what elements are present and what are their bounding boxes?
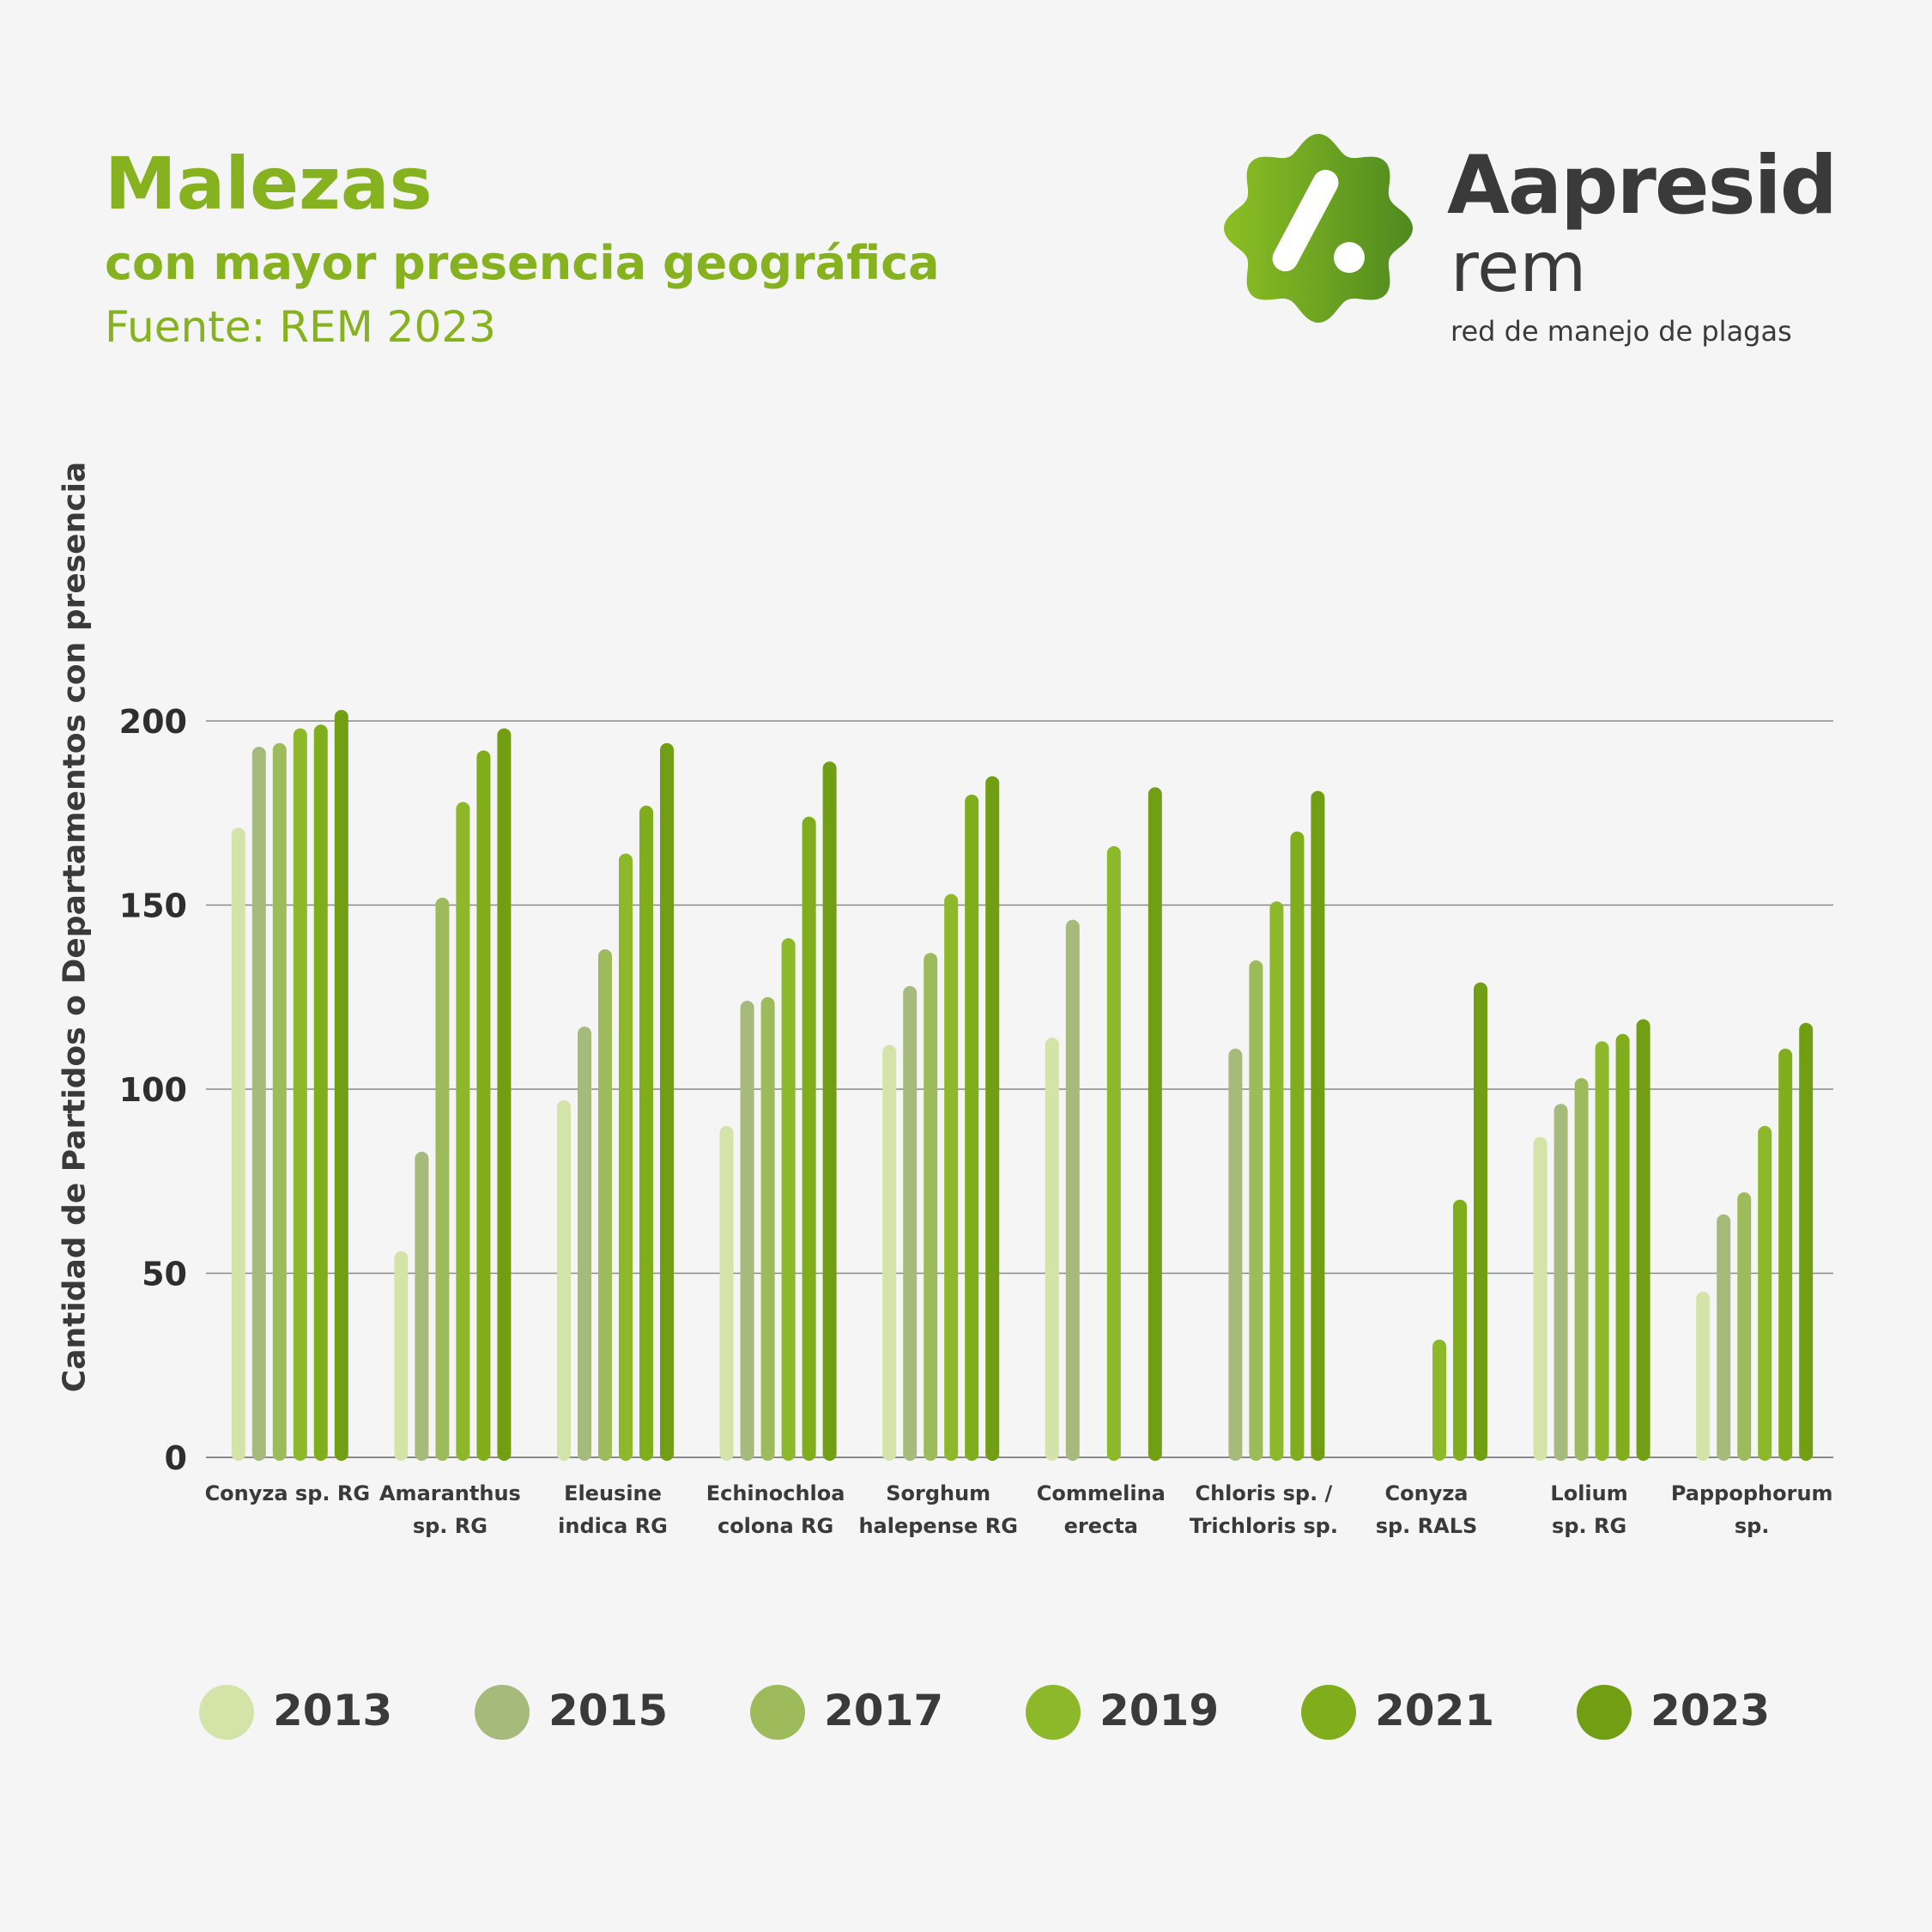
bar-2017-1 — [435, 897, 450, 1461]
chart-legend: 2013 2015 2017 2019 2021 2023 — [0, 1682, 1932, 1742]
y-tick-label: 50 — [142, 1256, 187, 1293]
bar-2013-4 — [882, 1045, 897, 1461]
legend-swatch — [1577, 1685, 1632, 1740]
bar-2015-1 — [415, 1151, 429, 1461]
bar-2013-9 — [1696, 1291, 1711, 1461]
bar-2023-3 — [822, 761, 837, 1461]
bar-2015-9 — [1717, 1214, 1731, 1461]
bar-2021-0 — [313, 724, 328, 1461]
bar-2023-5 — [1148, 787, 1162, 1461]
legend-swatch — [1026, 1685, 1081, 1740]
x-tick-label: Sorghum — [886, 1481, 990, 1505]
bar-2015-5 — [1065, 919, 1080, 1461]
x-tick-label: erecta — [1064, 1514, 1138, 1538]
x-tick-label: Commelina — [1037, 1481, 1166, 1505]
bar-2023-2 — [660, 742, 674, 1461]
bar-2021-2 — [639, 805, 653, 1461]
aapresid-logo-icon — [1224, 134, 1413, 323]
bar-2021-8 — [1615, 1033, 1630, 1461]
x-tick-label: sp. RG — [413, 1514, 488, 1538]
bar-2021-6 — [1290, 831, 1305, 1461]
x-tick-label: Conyza sp. RG — [205, 1481, 370, 1505]
legend-label: 2021 — [1375, 1686, 1495, 1735]
bar-2013-8 — [1533, 1136, 1547, 1461]
bar-2015-4 — [903, 985, 918, 1461]
chart-subtitle: con mayor presencia geográfica — [105, 236, 940, 290]
bar-2019-4 — [944, 893, 959, 1461]
bar-2013-2 — [557, 1099, 571, 1461]
bar-2019-9 — [1758, 1125, 1772, 1461]
x-tick-label: sp. RALS — [1376, 1514, 1478, 1538]
chart-source: Fuente: REM 2023 — [105, 302, 496, 352]
legend-label: 2023 — [1650, 1686, 1771, 1735]
bar-2015-2 — [578, 1027, 591, 1461]
bar-2015-0 — [251, 747, 266, 1461]
bar-2021-1 — [476, 750, 491, 1461]
logo-product-name: rem — [1451, 227, 1587, 307]
legend-swatch — [475, 1685, 530, 1740]
bar-2013-0 — [231, 827, 245, 1461]
bar-2015-3 — [740, 1001, 754, 1461]
x-tick-label: Trichloris sp. — [1190, 1514, 1338, 1538]
bar-2017-6 — [1249, 960, 1263, 1461]
x-tick-label: Pappophorum — [1671, 1481, 1833, 1505]
legend-swatch — [199, 1685, 254, 1740]
bar-2017-8 — [1574, 1078, 1589, 1461]
bar-2023-1 — [497, 728, 512, 1461]
chart-title: Malezas — [105, 142, 433, 226]
bar-2017-2 — [598, 948, 612, 1461]
x-tick-label: Eleusine — [564, 1481, 662, 1505]
x-tick-label: halepense RG — [858, 1514, 1017, 1538]
bar-2017-9 — [1737, 1192, 1752, 1461]
bar-2023-9 — [1799, 1022, 1814, 1461]
logo-tagline: red de manejo de plagas — [1451, 315, 1792, 348]
bar-2013-3 — [719, 1125, 734, 1461]
legend-swatch — [1301, 1685, 1356, 1740]
bar-2019-0 — [293, 728, 307, 1461]
bar-2019-3 — [781, 938, 796, 1461]
bar-2015-6 — [1228, 1048, 1243, 1461]
y-tick-label: 0 — [165, 1439, 187, 1477]
legend-label: 2017 — [824, 1686, 944, 1735]
bar-2023-8 — [1636, 1019, 1650, 1461]
bar-2021-4 — [965, 794, 979, 1461]
bar-2023-4 — [985, 776, 1000, 1461]
bar-2019-7 — [1432, 1339, 1446, 1461]
legend-swatch — [750, 1685, 805, 1740]
bar-2019-2 — [619, 853, 633, 1461]
bar-2015-8 — [1553, 1104, 1568, 1461]
legend-label: 2019 — [1099, 1686, 1220, 1735]
x-tick-label: Amaranthus — [379, 1481, 521, 1505]
legend-label: 2013 — [273, 1686, 393, 1735]
bar-2023-7 — [1474, 982, 1487, 1461]
x-tick-label: sp. — [1735, 1514, 1770, 1538]
x-tick-label: indica RG — [558, 1514, 668, 1538]
bar-2019-1 — [456, 802, 470, 1461]
bar-2021-3 — [802, 816, 816, 1461]
x-tick-label: Lolium — [1550, 1481, 1627, 1505]
y-tick-label: 200 — [119, 703, 187, 741]
y-tick-label: 100 — [119, 1071, 187, 1109]
x-tick-label: sp. RG — [1552, 1514, 1626, 1538]
x-tick-label: colona RG — [718, 1514, 833, 1538]
bar-2017-3 — [760, 996, 775, 1461]
bar-2013-5 — [1045, 1037, 1059, 1461]
bar-2023-6 — [1311, 790, 1325, 1461]
y-tick-label: 150 — [119, 887, 187, 925]
x-tick-label: Conyza — [1385, 1481, 1469, 1505]
x-tick-label: Echinochloa — [706, 1481, 845, 1505]
bar-2023-0 — [334, 710, 348, 1461]
bar-2019-6 — [1269, 901, 1284, 1461]
bar-2019-8 — [1595, 1041, 1609, 1461]
bar-2013-1 — [394, 1251, 409, 1461]
bar-2017-0 — [272, 742, 287, 1461]
legend-label: 2015 — [548, 1686, 669, 1735]
bar-2017-4 — [924, 953, 938, 1461]
x-tick-label: Chloris sp. / — [1195, 1481, 1332, 1505]
bar-2021-9 — [1778, 1048, 1793, 1461]
bar-2019-5 — [1106, 845, 1121, 1461]
bar-2021-7 — [1453, 1199, 1467, 1461]
logo-brand-name: Aapresid — [1447, 139, 1838, 233]
